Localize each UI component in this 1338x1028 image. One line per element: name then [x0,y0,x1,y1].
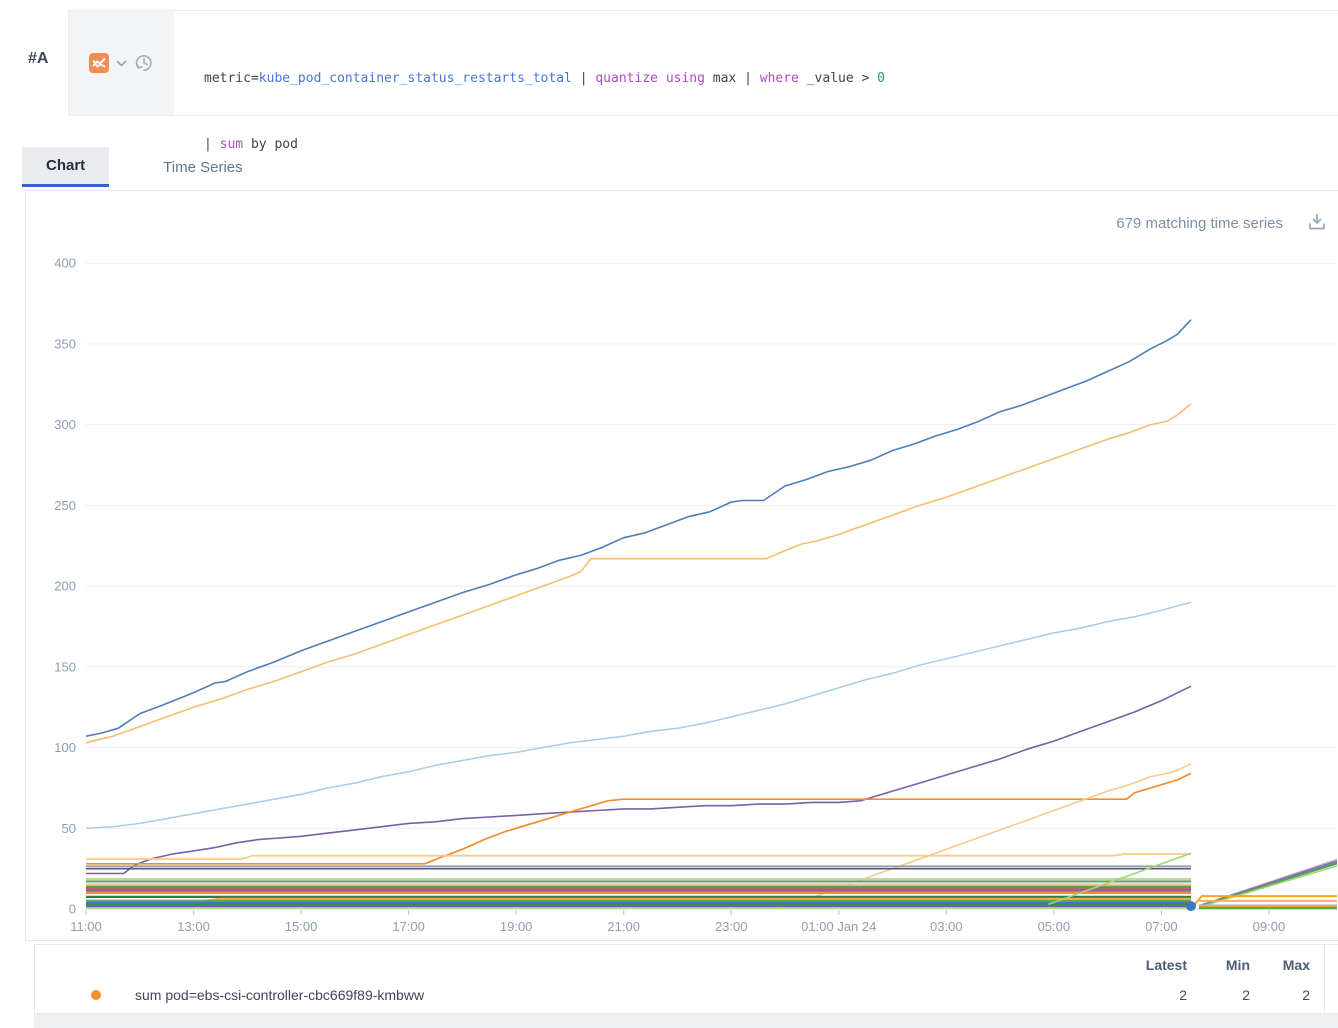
svg-text:07:00: 07:00 [1145,919,1178,934]
time-series-plot[interactable]: 0 50 100 150 200 250 300 350 400 11:00 13:00 15:00 1… [26,191,1337,940]
svg-text:400: 400 [54,256,76,271]
svg-text:11:00: 11:00 [70,919,102,934]
svg-text:01:00 Jan 24: 01:00 Jan 24 [801,919,876,934]
chart-panel: 0 50 100 150 200 250 300 350 400 11:00 13:00 15:00 1… [25,190,1338,941]
svg-text:03:00: 03:00 [930,919,963,934]
query-editor[interactable]: metric=kube_pod_container_status_restart… [174,11,895,152]
view-tabs: Chart Time Series [22,147,267,187]
series-latest-value: 2 [1179,987,1187,1003]
query-line-2: | sum by pod [204,137,298,152]
svg-text:250: 250 [54,498,76,513]
legend-header-max[interactable]: Max [1282,957,1310,973]
svg-text:300: 300 [54,417,76,432]
metrics-chart-icon[interactable] [89,53,109,73]
svg-text:05:00: 05:00 [1038,919,1071,934]
legend-row[interactable]: sum pod=ebs-csi-controller-cbc669f89-kmb… [35,981,1085,1009]
legend-header-min[interactable]: Min [1225,957,1250,973]
download-icon[interactable] [1306,211,1330,235]
svg-text:200: 200 [54,579,76,594]
query-line-1: metric=kube_pod_container_status_restart… [204,71,885,86]
series-label: sum pod=ebs-csi-controller-cbc669f89-kmb… [135,987,425,1003]
tab-time-series[interactable]: Time Series [163,158,243,176]
svg-text:09:00: 09:00 [1253,919,1286,934]
svg-text:350: 350 [54,336,76,351]
legend-column-divider [1324,945,1325,1013]
legend-header-latest[interactable]: Latest [1145,957,1187,973]
series-max-value: 2 [1302,987,1310,1003]
series-min-value: 2 [1242,987,1250,1003]
query-row-label: #A [28,50,49,67]
bottom-strip [34,1014,1338,1028]
time-range-icon[interactable] [134,53,154,73]
svg-text:150: 150 [54,659,76,674]
chevron-down-icon[interactable] [116,60,127,67]
query-card: metric=kube_pod_container_status_restart… [68,10,1338,152]
svg-text:19:00: 19:00 [500,919,533,934]
svg-text:15:00: 15:00 [285,919,318,934]
svg-text:50: 50 [62,821,76,836]
legend-table: Latest Min Max sum pod=ebs-csi-controlle… [34,944,1338,1014]
svg-text:23:00: 23:00 [715,919,748,934]
svg-text:100: 100 [54,740,76,755]
matching-series-count: 679 matching time series [1116,215,1283,232]
query-icon-panel [69,11,174,115]
svg-text:0: 0 [69,902,76,917]
svg-text:21:00: 21:00 [607,919,640,934]
series-color-dot [91,990,101,1000]
svg-text:17:00: 17:00 [392,919,425,934]
svg-text:13:00: 13:00 [177,919,210,934]
tab-chart[interactable]: Chart [22,147,110,187]
